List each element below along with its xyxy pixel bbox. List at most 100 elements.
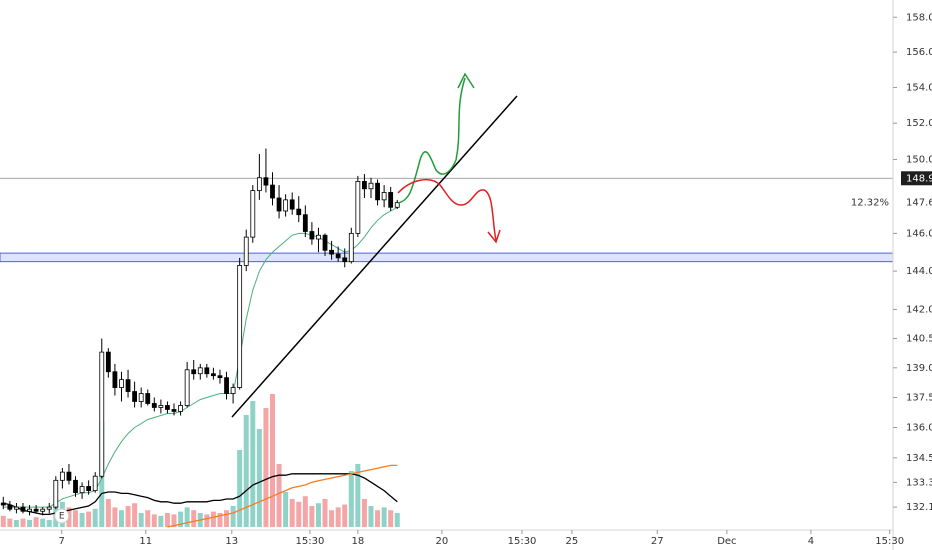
volume-bar (191, 510, 197, 527)
candle-body (296, 208, 302, 216)
bearish-arrow (397, 178, 501, 244)
candle-body (92, 475, 98, 492)
candle-body (217, 375, 223, 379)
volume-bar (283, 492, 289, 527)
volume-bar (105, 499, 111, 527)
candle-body (211, 373, 216, 377)
volume-bar (20, 518, 26, 527)
volume-bar (381, 507, 387, 527)
candle-body (329, 249, 334, 255)
candle-body (237, 265, 243, 388)
candle-body (53, 479, 59, 508)
volume-bar (27, 520, 33, 527)
candle-body (105, 351, 111, 373)
y-tick-label: 132.10 (906, 502, 932, 513)
candle-body (191, 369, 197, 375)
volume-bar (217, 513, 223, 527)
volume-bar (302, 496, 308, 527)
y-tick-label: 134.50 (906, 453, 932, 464)
volume-bar (361, 499, 367, 527)
volume-bar (0, 515, 6, 527)
y-tick-label: 154.00 (906, 82, 932, 93)
candle-body (112, 371, 118, 388)
candle-body (224, 377, 229, 394)
x-tick-label: 15:30 (296, 536, 325, 547)
candle-body (171, 409, 177, 412)
candle-body (151, 403, 157, 408)
candle-body (7, 504, 13, 510)
candle-body (46, 506, 52, 510)
candle-body (178, 405, 183, 412)
candle-body (184, 369, 190, 406)
candle-body (197, 367, 203, 375)
candle-body (276, 197, 282, 212)
y-tick-label: 158.00 (906, 12, 932, 23)
x-tick-label: 25 (566, 536, 579, 547)
y-tick-label: 152.00 (906, 118, 932, 129)
candle-body (99, 351, 105, 477)
candle-body (256, 177, 262, 192)
volume-bar (322, 499, 328, 527)
volume-bar (158, 515, 164, 527)
volume-bar (184, 507, 190, 527)
candle-body (40, 508, 46, 512)
candle-body (381, 192, 387, 201)
y-tick-label: 156.00 (906, 47, 932, 58)
volume-bar (237, 450, 243, 527)
volume-bar (348, 471, 354, 527)
volume-bar (269, 394, 275, 527)
candle-body (119, 379, 124, 388)
volume-bar (145, 510, 151, 527)
candle-body (158, 405, 164, 408)
candle-body (230, 387, 236, 394)
volume-bar (164, 513, 170, 527)
candle-body (66, 471, 72, 481)
y-tick-label: 142.00 (906, 304, 932, 315)
volume-bar (40, 518, 46, 527)
volume-bar (276, 464, 282, 527)
volume-bar (33, 517, 39, 527)
candle-body (362, 181, 367, 190)
volume-bar (7, 518, 13, 527)
volume-bar (151, 514, 157, 527)
y-tick-label: 146.00 (906, 228, 932, 239)
volume-bar (329, 510, 335, 527)
price-line-label: 148.97 (906, 173, 932, 184)
candle-body (250, 190, 256, 238)
candle-body (73, 479, 78, 494)
candle-body (33, 508, 39, 512)
bullish-arrow (397, 72, 475, 204)
volume-bar (375, 510, 381, 527)
candle-body (27, 508, 32, 512)
x-tick-label: 13 (225, 536, 238, 547)
volume-bar (342, 504, 348, 527)
volume-bar (315, 503, 321, 527)
y-tick-label: 139.00 (906, 363, 932, 374)
earnings-marker-circle (54, 508, 70, 524)
volume-bar (296, 501, 302, 527)
volume-bar (125, 506, 131, 527)
volume-bar (138, 513, 144, 527)
volume-bar (256, 429, 262, 527)
earnings-marker: E (59, 512, 65, 522)
volume-bar (13, 520, 19, 527)
candle-body (263, 177, 269, 186)
x-tick-label: 11 (139, 536, 152, 547)
x-tick-label: 15:30 (875, 536, 904, 547)
y-tick-label: 137.50 (906, 393, 932, 404)
volume-bar (86, 511, 92, 527)
volume-bar (230, 506, 236, 527)
volume-bar (73, 510, 79, 527)
candle-body (322, 234, 328, 251)
volume-bar (388, 510, 394, 527)
candle-body (394, 202, 400, 208)
candle-body (165, 405, 170, 410)
candle-body (79, 486, 85, 494)
price-line-label-box (901, 171, 932, 186)
volume-bar (178, 511, 184, 527)
candle-body (316, 234, 321, 240)
volume-bar (118, 510, 124, 527)
volume-bar (132, 503, 138, 527)
last-price-box (897, 195, 932, 210)
